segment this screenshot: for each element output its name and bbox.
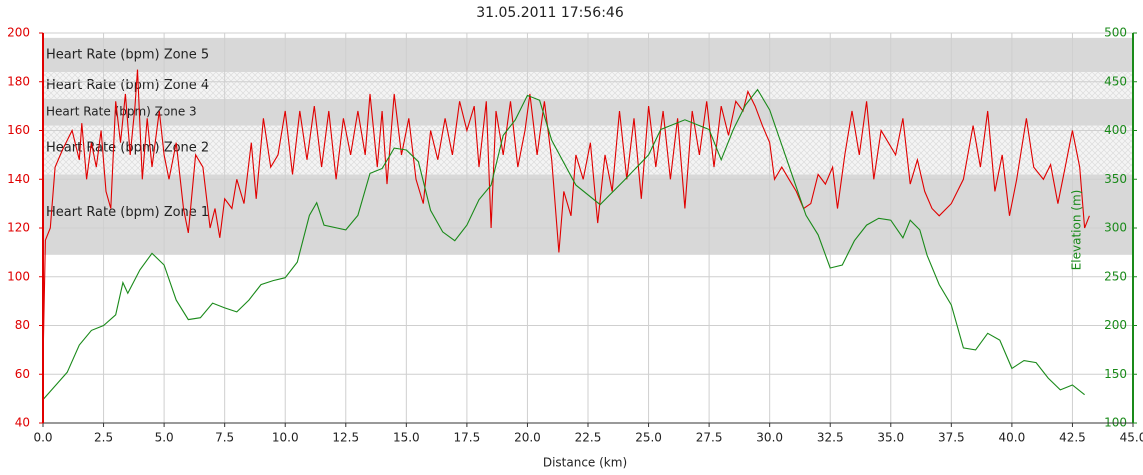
y2-tick-label: 450 (1104, 74, 1127, 88)
y2-tick-label: 500 (1104, 26, 1127, 40)
x-tick-label: 5.0 (155, 431, 174, 445)
zone-label: Heart Rate (bpm) Zone 1 (46, 205, 209, 220)
y-tick-label: 160 (7, 123, 30, 137)
y-tick-label: 140 (7, 172, 30, 186)
x-tick-label: 45.0 (1120, 431, 1143, 445)
x-tick-label: 2.5 (94, 431, 113, 445)
x-tick-label: 22.5 (575, 431, 602, 445)
x-tick-label: 10.0 (272, 431, 299, 445)
y-tick-label: 100 (7, 269, 30, 283)
y-tick-label: 180 (7, 74, 30, 88)
y-tick-label: 120 (7, 221, 30, 235)
x-axis-label: Distance (km) (543, 456, 627, 470)
series-line (42, 88, 1085, 400)
y2-tick-label: 300 (1104, 221, 1127, 235)
zone-label: Heart Rate (bpm) Zone 2 (46, 141, 209, 156)
x-tick-label: 12.5 (332, 431, 359, 445)
x-tick-label: 35.0 (877, 431, 904, 445)
zone-label: Heart Rate (bpm) Zone 3 (46, 105, 197, 119)
x-tick-label: 30.0 (756, 431, 783, 445)
x-tick-label: 15.0 (393, 431, 420, 445)
y2-tick-label: 400 (1104, 123, 1127, 137)
x-tick-label: 7.5 (215, 431, 234, 445)
y2-tick-label: 250 (1104, 269, 1127, 283)
zone-label: Heart Rate (bpm) Zone 4 (46, 78, 209, 93)
x-tick-label: 20.0 (514, 431, 541, 445)
x-tick-label: 37.5 (938, 431, 965, 445)
x-tick-label: 0.0 (33, 431, 52, 445)
x-tick-label: 32.5 (817, 431, 844, 445)
x-tick-label: 25.0 (635, 431, 662, 445)
x-tick-label: 42.5 (1059, 431, 1086, 445)
series-line (42, 69, 1090, 363)
y2-tick-label: 350 (1104, 172, 1127, 186)
y2-axis-label: Elevation (m) (1070, 190, 1084, 271)
y2-tick-label: 150 (1104, 367, 1127, 381)
x-tick-label: 17.5 (454, 431, 481, 445)
y-tick-label: 40 (15, 416, 30, 430)
y2-tick-label: 200 (1104, 318, 1127, 332)
x-tick-label: 40.0 (999, 431, 1026, 445)
zone-label: Heart Rate (bpm) Zone 5 (46, 47, 209, 62)
y-tick-label: 60 (15, 367, 30, 381)
y-tick-label: 200 (7, 26, 30, 40)
x-tick-label: 27.5 (696, 431, 723, 445)
chart-title: 31.05.2011 17:56:46 (476, 5, 624, 21)
y-tick-label: 80 (15, 318, 30, 332)
